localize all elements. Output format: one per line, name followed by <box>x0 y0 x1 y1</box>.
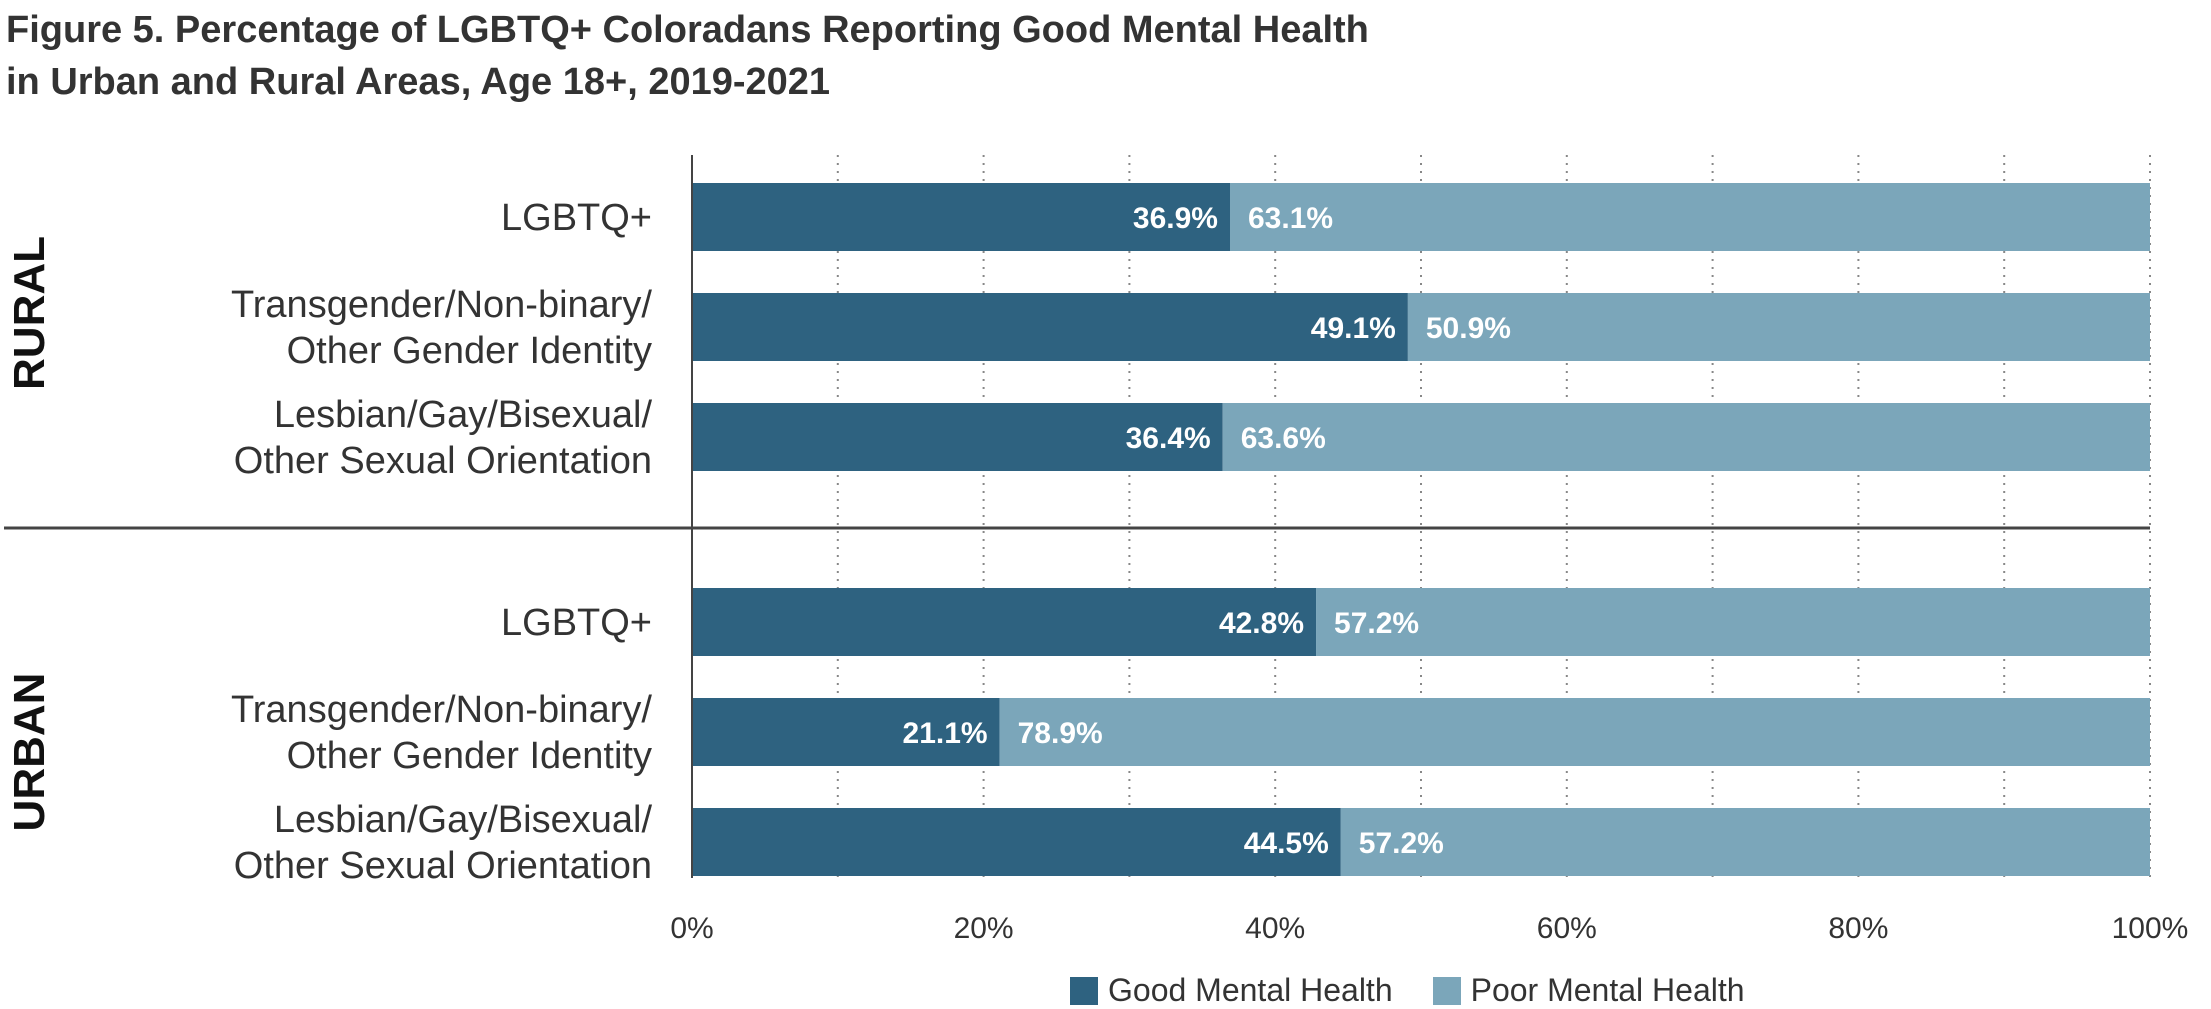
bar-poor-rural-0 <box>1230 183 2150 251</box>
chart-title: Figure 5. Percentage of LGBTQ+ Coloradan… <box>6 4 1369 108</box>
category-label-rural-2-line-1: Other Sexual Orientation <box>234 440 652 482</box>
category-label-urban-0-line-0: LGBTQ+ <box>501 602 652 644</box>
legend-swatch-good <box>1070 976 1098 1005</box>
bar-good-urban-0 <box>692 588 1317 656</box>
bar-poor-urban-0 <box>1316 588 2150 656</box>
category-label-rural-0-line-0: LGBTQ+ <box>501 197 652 239</box>
chart-title-line-1: Figure 5. Percentage of LGBTQ+ Coloradan… <box>6 9 1369 51</box>
data-label-poor-rural-0: 63.1% <box>1248 202 1333 235</box>
stacked-bar-chart: 36.9% 63.1% LGBTQ+ 49.1% 50.9% Transgender/No… <box>4 155 2189 945</box>
category-label-urban-2-line-0: Lesbian/Gay/Bisexual/ <box>274 799 653 841</box>
bar-good-rural-0 <box>692 183 1231 251</box>
category-label-urban-2-line-1: Other Sexual Orientation <box>234 845 652 887</box>
data-label-good-urban-2: 44.5% <box>1244 827 1329 860</box>
chart-legend: Good Mental Health Poor Mental Health <box>1070 972 1785 1009</box>
data-label-good-urban-1: 21.1% <box>903 717 988 750</box>
legend-label-good: Good Mental Health <box>1108 972 1393 1008</box>
x-tick-label-5: 100% <box>2112 912 2189 945</box>
x-tick-label-4: 80% <box>1828 912 1888 945</box>
x-tick-label-1: 20% <box>954 912 1014 945</box>
bar-poor-rural-1 <box>1407 293 2150 361</box>
x-tick-label-2: 40% <box>1245 912 1305 945</box>
data-label-poor-rural-1: 50.9% <box>1426 312 1511 345</box>
data-label-good-rural-0: 36.9% <box>1133 202 1218 235</box>
legend-item-poor: Poor Mental Health <box>1432 972 1745 1009</box>
data-label-good-rural-2: 36.4% <box>1126 422 1211 455</box>
bar-good-urban-1 <box>692 698 1000 766</box>
category-label-rural-1-line-0: Transgender/Non-binary/ <box>231 284 652 326</box>
category-label-rural-2-line-0: Lesbian/Gay/Bisexual/ <box>274 394 653 436</box>
bar-poor-rural-2 <box>1222 403 2150 471</box>
category-label-urban-1-line-0: Transgender/Non-binary/ <box>231 689 652 731</box>
group-label-rural: RURAL <box>5 236 54 390</box>
bar-poor-urban-1 <box>999 698 2151 766</box>
bar-good-urban-2 <box>692 808 1341 876</box>
category-label-urban-1-line-1: Other Gender Identity <box>287 735 652 777</box>
data-label-poor-rural-2: 63.6% <box>1241 422 1326 455</box>
category-label-rural-1-line-1: Other Gender Identity <box>287 330 652 372</box>
legend-swatch-poor <box>1432 976 1461 1005</box>
data-label-poor-urban-1: 78.9% <box>1018 717 1103 750</box>
bar-good-rural-1 <box>692 293 1408 361</box>
data-label-poor-urban-2: 57.2% <box>1359 827 1444 860</box>
x-tick-label-0: 0% <box>670 912 713 945</box>
legend-item-good: Good Mental Health <box>1070 972 1393 1009</box>
bar-poor-urban-2 <box>1340 808 2150 876</box>
legend-label-poor: Poor Mental Health <box>1470 972 1745 1008</box>
group-label-urban: URBAN <box>5 673 54 832</box>
bar-good-rural-2 <box>692 403 1223 471</box>
chart-title-line-2: in Urban and Rural Areas, Age 18+, 2019-… <box>6 61 831 103</box>
data-label-good-urban-0: 42.8% <box>1219 607 1304 640</box>
x-tick-label-3: 60% <box>1537 912 1597 945</box>
data-label-good-rural-1: 49.1% <box>1311 312 1396 345</box>
data-label-poor-urban-0: 57.2% <box>1334 607 1419 640</box>
